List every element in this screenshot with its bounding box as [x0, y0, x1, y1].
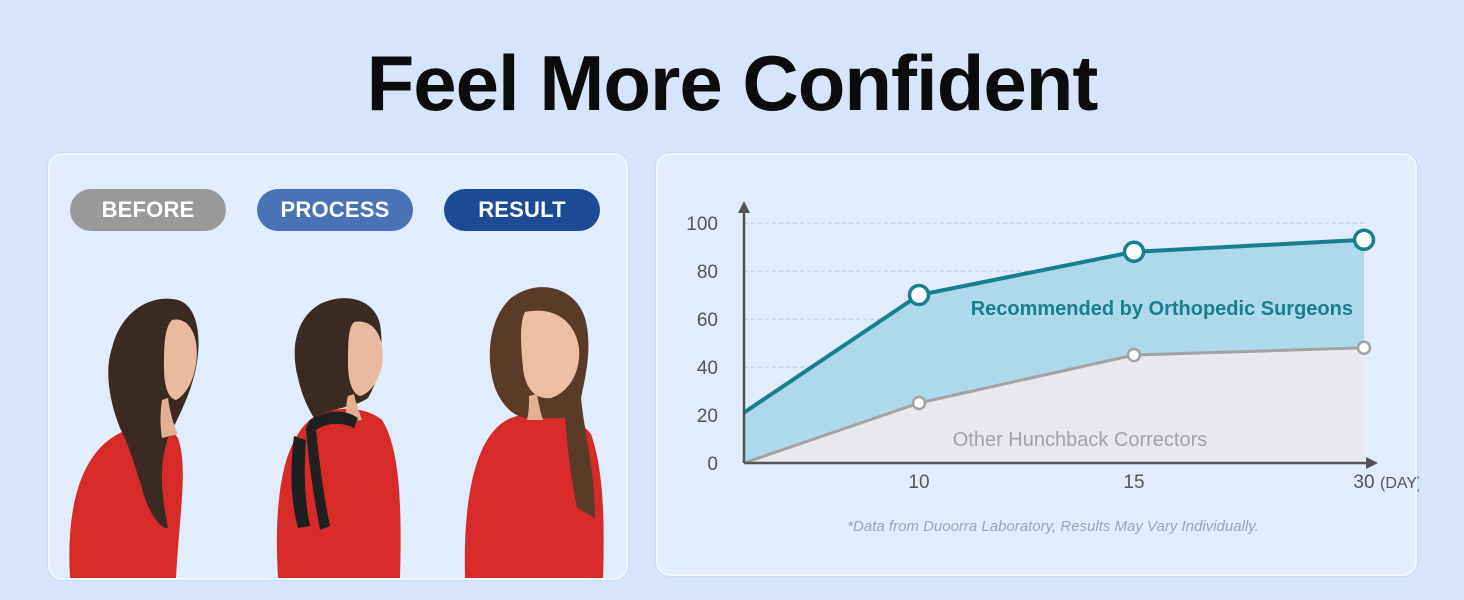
series-label-recommended: Recommended by Orthopedic Surgeons — [971, 298, 1353, 320]
headline: Feel More Confident — [366, 39, 1099, 127]
comparison-chart: 0 20 40 60 80 100 10 15 30 (DAY) Recommended by O… — [686, 201, 1419, 535]
other-series-point — [1126, 347, 1142, 363]
x-tick-label: 15 — [1123, 472, 1144, 493]
before-after-panel: BEFORE PROCESS RESULT — [48, 153, 628, 580]
figure-result — [464, 287, 604, 578]
tick-labels: 0 20 40 60 80 100 10 15 30 (DAY) — [686, 214, 1419, 493]
stage-badge-before: BEFORE — [70, 189, 226, 231]
chart-footnote: *Data from Duoorra Laboratory, Results M… — [847, 518, 1259, 535]
recommended-series-point — [907, 283, 931, 307]
stage-badge-result: RESULT — [444, 189, 600, 231]
x-axis-arrow — [1366, 457, 1378, 469]
recommended-series-area — [744, 239, 1364, 463]
figure-before — [69, 298, 199, 578]
x-unit-label: (DAY) — [1380, 475, 1419, 492]
y-tick-label: 20 — [697, 406, 718, 427]
other-series-point — [1356, 340, 1372, 356]
data-points — [907, 228, 1376, 411]
other-series-area — [744, 347, 1364, 463]
recommended-series-point — [1352, 228, 1376, 252]
x-tick-label: 30 — [1353, 472, 1374, 493]
y-tick-label: 60 — [697, 310, 718, 331]
series-lines — [742, 237, 1365, 465]
other-series-point — [911, 395, 927, 411]
recommended-series-point — [1122, 240, 1146, 264]
y-tick-label: 40 — [697, 358, 718, 379]
recommended-series-line — [742, 237, 1365, 415]
y-tick-label: 80 — [697, 262, 718, 283]
y-tick-label: 100 — [686, 214, 718, 235]
series-label-other: Other Hunchback Correctors — [953, 429, 1208, 451]
figure-process — [276, 298, 401, 578]
y-axis-arrow — [738, 201, 750, 213]
chart-panel: 0 20 40 60 80 100 10 15 30 (DAY) Recommended by O… — [656, 153, 1419, 576]
stage-badge-process: PROCESS — [257, 189, 413, 231]
other-series-line — [743, 346, 1365, 465]
axes — [738, 201, 1378, 469]
area-fills — [744, 239, 1364, 463]
y-tick-label: 0 — [707, 454, 718, 475]
x-tick-label: 10 — [908, 472, 929, 493]
